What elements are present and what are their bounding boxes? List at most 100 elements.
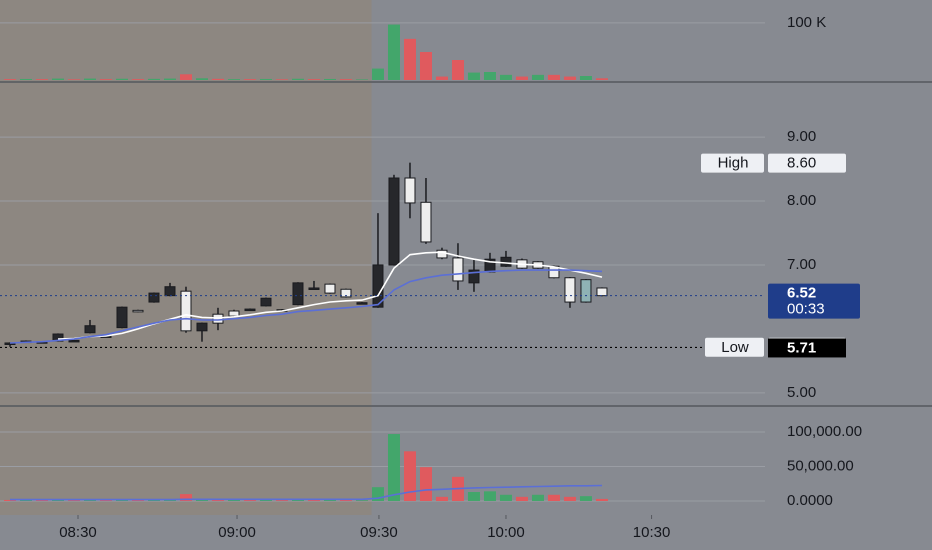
indicator-line (10, 484, 603, 501)
candle (196, 322, 208, 342)
volume-bar (515, 496, 528, 501)
volume-bar (243, 499, 256, 501)
x-tick-label: 10:30 (633, 524, 671, 541)
volume-bar (259, 499, 272, 501)
volume-bar (355, 79, 368, 80)
candle (340, 288, 352, 298)
candle (596, 287, 608, 297)
volume-bar (435, 496, 448, 501)
premarket-shade (0, 0, 372, 515)
candle (260, 297, 272, 307)
volume-bar (243, 79, 256, 80)
candle (132, 309, 144, 313)
volume-bar (291, 78, 304, 80)
candle-body (180, 290, 192, 332)
y-tick-label: 7.00 (787, 256, 816, 273)
x-tick-label: 10:00 (487, 524, 525, 541)
candle (148, 292, 160, 303)
pane: 100 K (0, 14, 826, 81)
volume-bar (387, 24, 400, 81)
volume-bar (227, 499, 240, 501)
last-price-box (768, 283, 860, 319)
volume-bar (547, 74, 560, 80)
volume-bar (35, 79, 48, 80)
candle-body (244, 308, 256, 312)
volume-bar (579, 76, 592, 80)
candle-body (404, 177, 416, 204)
candle (116, 306, 128, 329)
x-tick-label: 08:30 (59, 524, 97, 541)
y-tick-label: 0.0000 (787, 492, 833, 509)
candle (308, 280, 320, 290)
candle-body (452, 257, 464, 282)
volume-bar (259, 78, 272, 80)
candle-body (68, 339, 80, 343)
volume-bar (131, 79, 144, 80)
candle (580, 279, 592, 303)
candle-body (148, 292, 160, 303)
volume-bar (3, 79, 16, 80)
volume-bar (419, 467, 432, 501)
volume-bar (499, 74, 512, 80)
volume-bar (211, 78, 224, 80)
volume-bar (35, 499, 48, 501)
volume-bar (67, 79, 80, 80)
candle-body (132, 309, 144, 313)
low-tag (705, 337, 764, 357)
candle (564, 277, 576, 308)
candle (164, 282, 176, 297)
volume-bar (483, 72, 496, 80)
volume-bar (531, 74, 544, 80)
candle (292, 282, 304, 306)
candle-body (260, 297, 272, 307)
candle (500, 250, 512, 267)
candle (468, 259, 480, 292)
candle-body (228, 310, 240, 317)
high-value: 8.60 (787, 155, 816, 172)
candle (452, 243, 464, 290)
candle-body (164, 286, 176, 297)
candle-body (356, 302, 368, 305)
candle (420, 177, 432, 244)
volume-bar (547, 494, 560, 501)
candle-body (340, 288, 352, 298)
volume-bar (195, 78, 208, 80)
volume-bar (595, 498, 608, 501)
candle (180, 286, 192, 333)
volume-bar (83, 78, 96, 80)
volume-bar (355, 500, 368, 501)
volume-bar (579, 496, 592, 501)
volume-bar (467, 72, 480, 80)
candle (404, 162, 416, 219)
high-value-box (768, 153, 846, 173)
y-tick-label: 100 K (787, 14, 826, 31)
candle-body (116, 306, 128, 329)
candle-body (580, 279, 592, 303)
volume-bar (387, 434, 400, 501)
bid-value: 5.71 (787, 339, 816, 356)
volume-bar (179, 494, 192, 501)
candle (84, 319, 96, 334)
volume-bar (595, 78, 608, 80)
candle-body (196, 322, 208, 332)
candle-body (564, 277, 576, 303)
volume-bar (467, 492, 480, 501)
pane: 100,000.00 50,000.00 0.0000 (0, 423, 862, 509)
candle-body (596, 287, 608, 297)
candle-body (292, 282, 304, 306)
volume-bar (451, 60, 464, 80)
volume-bar (67, 500, 80, 501)
volume-bar (147, 78, 160, 80)
volume-bar (435, 76, 448, 80)
volume-bar (339, 79, 352, 80)
volume-bar (403, 451, 416, 501)
x-tick-label: 09:00 (218, 524, 256, 541)
high-tag-text: High (718, 155, 749, 172)
candle (388, 174, 400, 266)
volume-bar (99, 499, 112, 501)
volume-bar (307, 79, 320, 80)
volume-bar (323, 78, 336, 80)
candle-body (308, 287, 320, 290)
